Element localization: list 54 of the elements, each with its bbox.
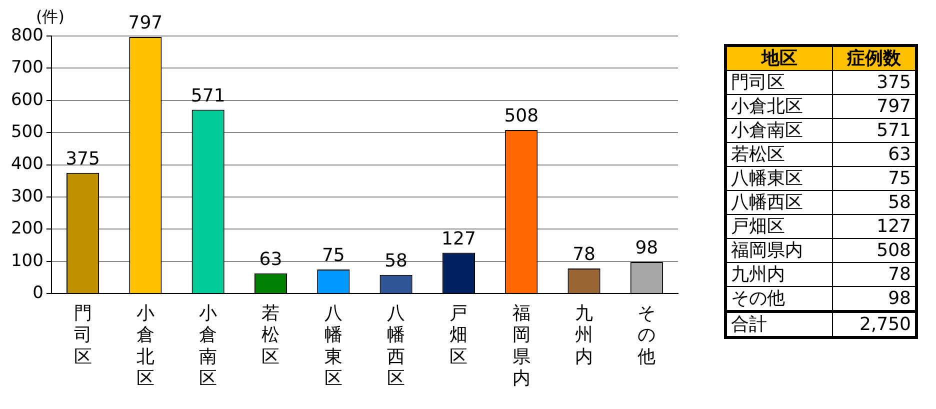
x-tick-label: 八 幡 西 区 [387,303,406,389]
category-label: 福岡県内 [731,240,803,261]
data-label: 375 [66,148,100,170]
data-label: 508 [504,106,539,127]
y-tick-label: 300 [10,186,44,206]
text: 合計 [726,312,833,338]
data-label: 58 [384,250,408,272]
text: 症例数 [832,46,916,70]
category-label: 九州内 [731,264,785,285]
y-tick-label: 400 [10,154,44,174]
text: 127 [832,214,916,238]
category-label: 八幡東区 [731,168,803,189]
text: 508 [832,238,916,262]
text: 75 [832,166,916,190]
category-label: 戸畑区 [731,216,785,237]
category-label: 小倉北区 [731,96,803,117]
category-label: 若松区 [731,144,785,165]
y-tick-label: 800 [10,25,44,46]
text: 地区 [726,46,833,70]
y-tick-label: 0 [32,283,44,304]
x-tick-label: 小 倉 北 区 [136,303,154,389]
x-tick-label: 九 州 内 [575,303,594,368]
y-axis-title: (件) [36,7,64,26]
category-label: その他 [731,288,785,309]
x-tick-label: 八 幡 東 区 [324,303,342,389]
category-label: 八幡西区 [731,192,803,213]
text: 63 [832,142,916,166]
data-label: 78 [572,244,596,266]
y-tick-label: 600 [10,90,44,110]
x-tick-label: 小 倉 南 区 [199,303,218,389]
text: 2,750 [832,312,916,338]
category-label: 小倉南区 [731,120,803,141]
data-label: 797 [128,12,163,34]
data-label: 127 [442,228,476,250]
text: 797 [832,94,916,118]
y-tick-label: 100 [10,250,44,271]
text: 78 [832,262,916,286]
text: 571 [832,118,916,142]
text: 58 [832,190,916,214]
x-tick-label: そ の 他 [638,303,656,368]
x-tick-label: 若 松 区 [262,303,280,368]
category-label: 門司区 [731,72,785,93]
data-label: 75 [322,245,345,266]
data-label: 98 [635,238,658,259]
y-tick-label: 200 [10,218,44,239]
text: 375 [832,70,916,94]
x-tick-label: 門 司 区 [74,303,92,368]
data-label: 571 [190,85,226,106]
x-tick-label: 福 岡 県 内 [512,303,530,389]
y-tick-label: 500 [10,122,44,142]
text: 98 [832,286,916,312]
x-tick-label: 戸 畑 区 [450,303,468,368]
data-label: 63 [259,248,282,270]
y-tick-label: 700 [10,58,44,78]
